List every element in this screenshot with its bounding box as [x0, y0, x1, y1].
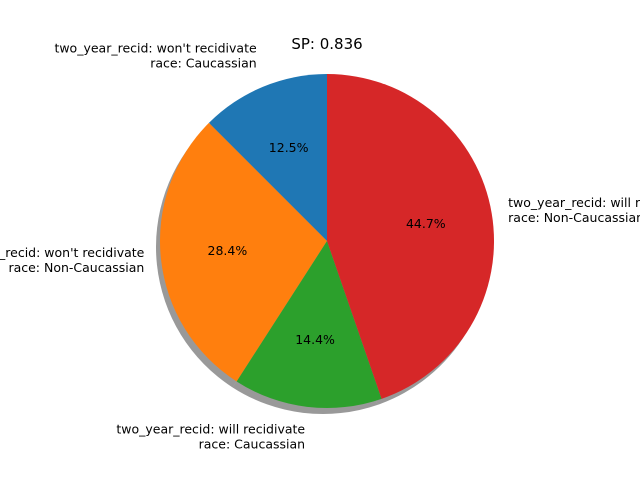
pie-slice-4	[327, 73, 495, 399]
pie-percent-label-3: 14.4%	[295, 332, 335, 347]
pie-outer-labels: two_year_recid: won't recidivate race: Ca…	[0, 40, 640, 451]
pie-slice-label-line: race: Caucassian	[150, 55, 256, 70]
pie-percent-labels: 12.5% 28.4% 14.4% 44.7%	[208, 140, 446, 347]
pie-slice-label-3: two_year_recid: will recidivate race: Cau…	[116, 421, 305, 451]
pie-slice-label-line: race: Caucassian	[199, 436, 305, 451]
pie-slice-label-line: race: Non-Caucassian	[508, 210, 640, 225]
pie-slice-label-line: two_year_recid: won't recidivate	[0, 245, 145, 260]
pie-slice-1	[208, 74, 327, 241]
pie-slice-label-1: two_year_recid: won't recidivate race: Ca…	[54, 40, 257, 70]
pie-slice-2	[159, 122, 327, 382]
pie-percent-label-1: 12.5%	[269, 140, 309, 155]
chart-title: SP: 0.836	[291, 35, 362, 53]
pie-slice-label-line: race: Non-Caucassian	[8, 260, 144, 275]
pie-slice-label-line: two_year_recid: won't recidivate	[54, 40, 257, 55]
pie-slice-3	[236, 241, 382, 409]
pie-percent-label-4: 44.7%	[406, 216, 446, 231]
pie-slice-label-line: two_year_recid: will recidivate	[116, 421, 305, 436]
pie-percent-label-2: 28.4%	[208, 243, 248, 258]
pie-slices	[159, 73, 495, 409]
pie-slice-label-line: two_year_recid: will recidivate	[508, 195, 640, 210]
